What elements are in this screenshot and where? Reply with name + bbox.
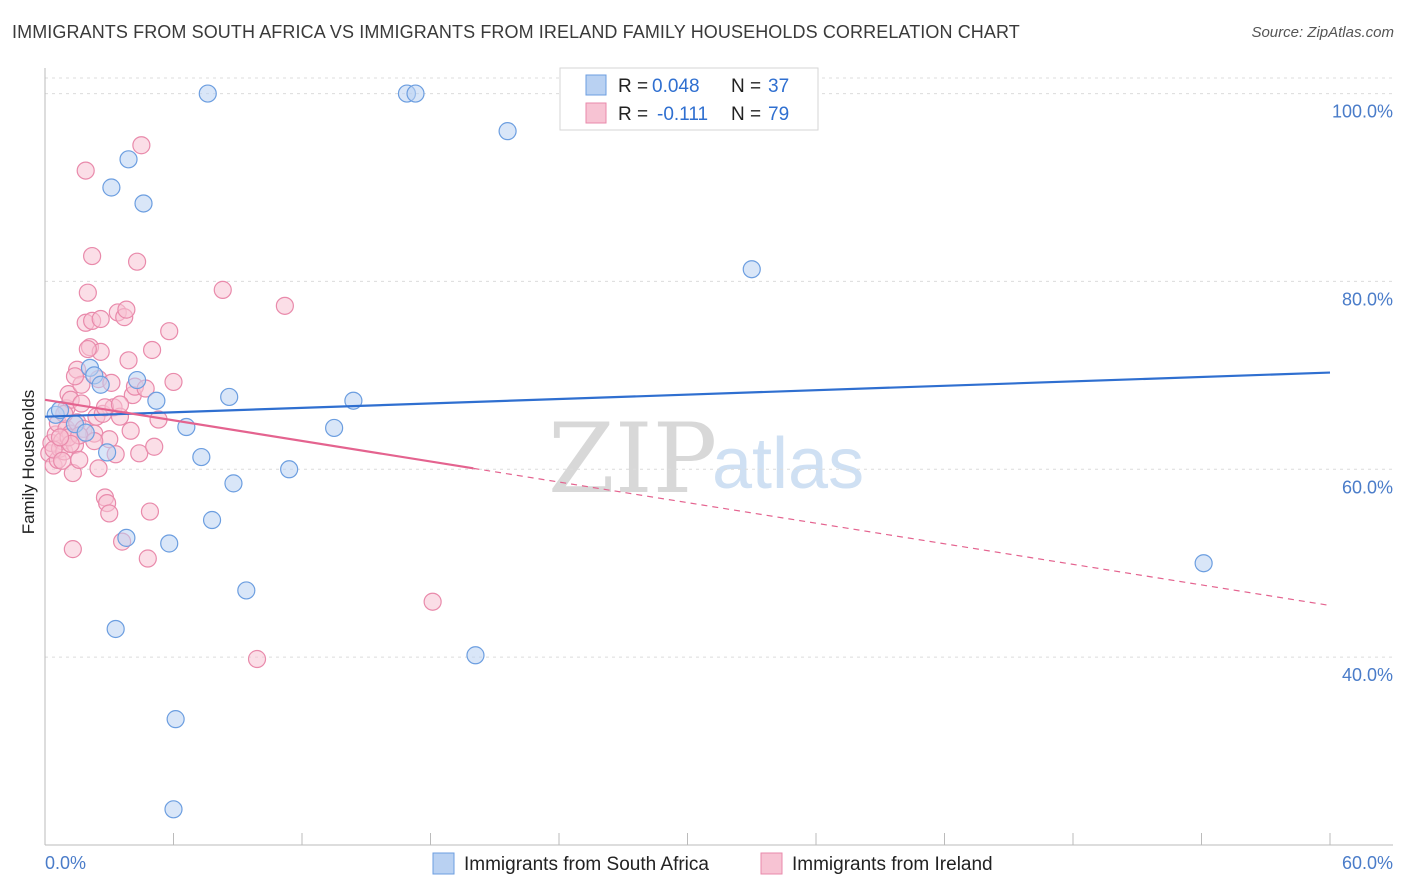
- source-credit: Source: ZipAtlas.com: [1251, 24, 1394, 41]
- bottom-legend-swatch-south-africa: [432, 852, 455, 875]
- legend-r-label-2: R =: [618, 104, 648, 125]
- ireland-point: [142, 340, 162, 360]
- south-africa-point: [147, 391, 166, 410]
- ireland-point: [110, 395, 130, 414]
- x-axis-ticks: [44, 833, 1331, 845]
- ireland-point: [78, 283, 97, 302]
- ireland-point: [70, 450, 89, 469]
- x-tick-label-max: 60.0%: [1342, 853, 1393, 873]
- ireland-point: [117, 300, 136, 319]
- ireland-point: [89, 459, 108, 478]
- ireland-point: [119, 351, 138, 370]
- watermark-zip: ZIP: [548, 403, 717, 515]
- y-tick-label: 40.0%: [1342, 665, 1393, 685]
- ireland-point: [83, 246, 102, 266]
- south-africa-point: [406, 84, 425, 103]
- ireland-point: [160, 322, 179, 341]
- ireland-point: [247, 649, 267, 669]
- south-africa-point: [742, 260, 761, 279]
- series-south-africa-points: [46, 84, 1213, 819]
- south-africa-point: [76, 423, 95, 442]
- ireland-point: [95, 398, 115, 417]
- ireland-point: [138, 549, 157, 568]
- watermark-atlas: atlas: [712, 424, 864, 504]
- bottom-legend-label-south-africa: Immigrants from South Africa: [464, 854, 709, 875]
- south-africa-point: [127, 370, 147, 390]
- legend-swatch-ireland: [585, 102, 607, 124]
- south-africa-point: [166, 710, 185, 729]
- ireland-point: [65, 367, 85, 386]
- ireland-point: [53, 451, 72, 470]
- south-africa-point: [134, 194, 153, 213]
- ireland-point: [275, 296, 294, 315]
- ireland-point: [72, 394, 91, 413]
- south-africa-point: [220, 387, 239, 407]
- x-tick-label-min: 0.0%: [45, 853, 86, 873]
- south-africa-point: [237, 581, 256, 600]
- ireland-point: [423, 592, 442, 611]
- watermark: ZIP atlas: [548, 403, 864, 515]
- ireland-point: [132, 136, 151, 155]
- y-tick-label: 80.0%: [1342, 289, 1393, 309]
- correlation-legend: R = 0.048 N = 37 R = -0.111 N = 79: [559, 67, 819, 131]
- south-africa-point: [164, 800, 183, 819]
- south-africa-point: [91, 375, 110, 394]
- ireland-point: [76, 161, 95, 180]
- south-africa-point: [325, 418, 344, 438]
- legend-swatch-south-africa: [585, 74, 607, 96]
- south-africa-point: [102, 178, 121, 197]
- ireland-point: [63, 540, 82, 559]
- legend-n-value-1: 37: [768, 76, 789, 97]
- chart-title: IMMIGRANTS FROM SOUTH AFRICA VS IMMIGRAN…: [12, 22, 1020, 42]
- south-africa-point: [119, 150, 138, 169]
- y-tick-label: 100.0%: [1332, 102, 1393, 122]
- bottom-legend-label-ireland: Immigrants from Ireland: [792, 854, 993, 875]
- ireland-point: [91, 309, 110, 329]
- ireland-point: [164, 372, 183, 392]
- south-africa-point: [498, 122, 517, 141]
- legend-n-value-2: 79: [768, 104, 789, 125]
- ireland-point: [121, 421, 140, 440]
- ireland-point: [130, 444, 149, 463]
- y-axis-title: Family Households: [19, 390, 38, 535]
- y-tick-labels: 40.0% 60.0% 80.0% 100.0%: [1332, 102, 1393, 686]
- south-africa-point: [466, 646, 485, 665]
- south-africa-point: [117, 528, 136, 547]
- south-africa-point: [224, 474, 243, 493]
- legend-r-value-1: 0.048: [652, 76, 700, 97]
- ireland-trend-line-extrapolated: [473, 467, 1331, 607]
- series-legend: Immigrants from South Africa Immigrants …: [432, 852, 993, 875]
- legend-r-label-1: R =: [618, 76, 648, 97]
- south-africa-point: [1194, 554, 1213, 573]
- ireland-point: [100, 504, 119, 523]
- bottom-legend-swatch-ireland: [760, 852, 783, 875]
- ireland-point: [145, 437, 164, 456]
- south-africa-point: [198, 84, 217, 103]
- legend-n-label-1: N =: [731, 76, 761, 97]
- south-africa-point: [280, 460, 299, 479]
- y-tick-label: 60.0%: [1342, 477, 1393, 497]
- gridlines: [45, 77, 1393, 658]
- south-africa-point: [192, 447, 211, 467]
- legend-n-label-2: N =: [731, 104, 761, 125]
- south-africa-point: [98, 443, 117, 462]
- south-africa-point: [160, 534, 179, 553]
- south-africa-point: [106, 619, 125, 639]
- south-africa-trend-line: [44, 371, 1331, 418]
- south-africa-point: [202, 510, 222, 530]
- legend-r-value-2: -0.111: [657, 104, 708, 125]
- ireland-trend-line: [44, 398, 474, 470]
- ireland-point: [213, 280, 232, 299]
- ireland-point: [140, 502, 160, 521]
- ireland-point: [78, 339, 97, 359]
- ireland-point: [127, 252, 147, 271]
- ireland-point: [50, 428, 70, 447]
